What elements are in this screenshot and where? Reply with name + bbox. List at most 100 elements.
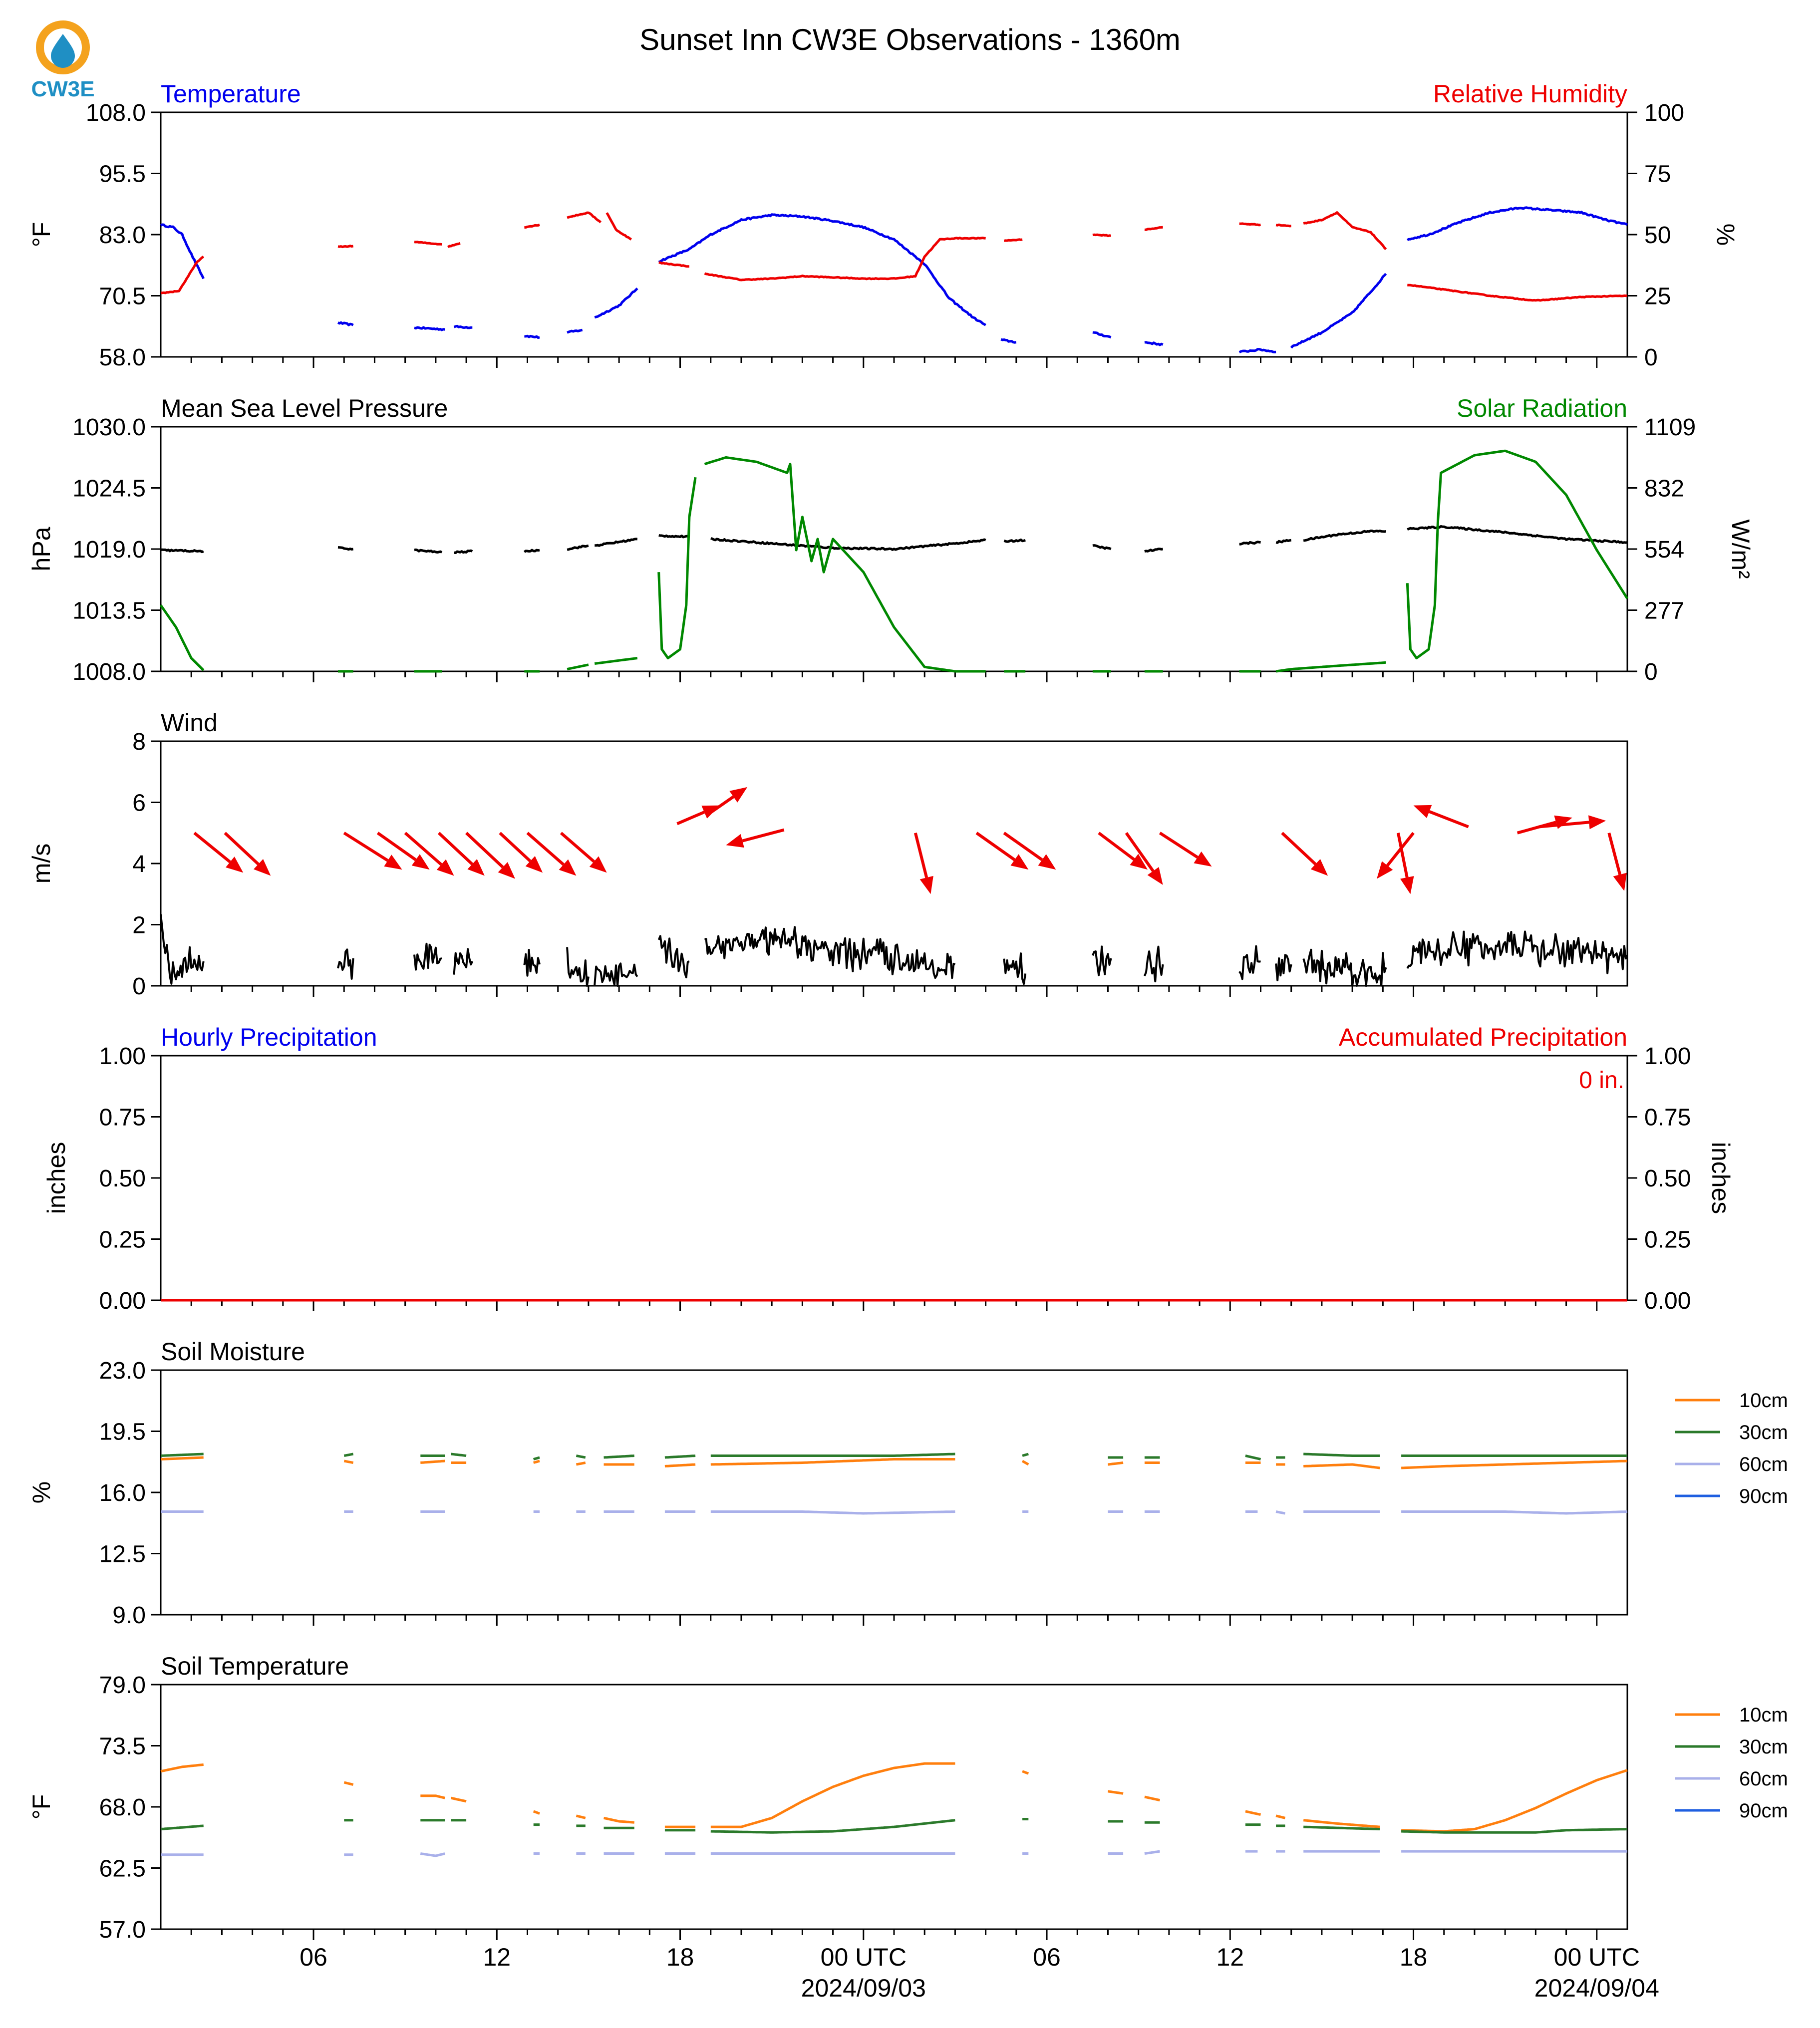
time-axis: 06 12 18 00 UTC 2024/09/03 06 12 18 00 UTC 2024/0… xyxy=(300,1943,1659,2002)
series-line xyxy=(1406,930,1628,974)
panel-4: 0.00 0.25 0.50 0.75 1.00 0.00 0.25 0.50 0.75 1.00… xyxy=(42,1023,1735,1314)
legend-label: 90cm xyxy=(1739,1800,1788,1822)
wind-arrow xyxy=(1377,832,1415,879)
series-line xyxy=(1022,1770,1029,1775)
y-tick-label-right: 0.50 xyxy=(1644,1165,1691,1192)
plot-frame xyxy=(160,1369,1628,1616)
legend-label: 90cm xyxy=(1739,1485,1788,1507)
series-line xyxy=(664,1454,696,1459)
series-line xyxy=(420,1459,445,1464)
y-tick-label-right: 1109 xyxy=(1644,414,1696,441)
series-line xyxy=(1000,338,1017,344)
accumulated-total-label: 0 in. xyxy=(1579,1067,1624,1094)
series-line xyxy=(414,241,442,246)
y-tick-label: 0.75 xyxy=(99,1105,146,1131)
y-tick-label: 19.5 xyxy=(99,1419,146,1446)
series-line xyxy=(524,334,540,339)
series-line xyxy=(1245,1810,1261,1816)
wind-arrow xyxy=(404,832,454,876)
series-line xyxy=(1302,948,1387,987)
panel-title-right: Relative Humidity xyxy=(1433,80,1627,108)
series-line xyxy=(533,1810,540,1815)
series-line xyxy=(1407,206,1628,242)
cw3e-logo: CW3E xyxy=(31,20,95,101)
y-tick-label: 108.0 xyxy=(86,100,146,126)
panel-title-left: Soil Temperature xyxy=(161,1652,349,1680)
series-line xyxy=(594,962,638,987)
panel-title-right: Solar Radiation xyxy=(1457,394,1627,422)
series-line xyxy=(604,1454,634,1459)
y-tick-label: 1013.5 xyxy=(72,598,146,624)
series-line xyxy=(1144,1795,1160,1802)
legend: 10cm 30cm 60cm 90cm xyxy=(1675,1390,1788,1507)
y-tick-label: 23.0 xyxy=(99,1358,146,1384)
series-line xyxy=(704,456,986,673)
series-line xyxy=(451,1796,467,1803)
time-tick-label: 12 xyxy=(483,1943,511,1971)
y-tick-label: 16.0 xyxy=(99,1480,146,1506)
series-line xyxy=(454,549,473,554)
series-line xyxy=(160,1452,204,1457)
series-line xyxy=(658,213,986,326)
series-line xyxy=(420,1852,445,1857)
series-line xyxy=(658,261,689,268)
series-line xyxy=(453,948,474,975)
y-tick-label: 0.00 xyxy=(99,1288,146,1314)
wind-arrow xyxy=(676,805,720,826)
y-tick-label: 6 xyxy=(132,790,146,817)
legend-label: 60cm xyxy=(1739,1768,1788,1790)
y-tick-label: 73.5 xyxy=(99,1734,146,1760)
series-line xyxy=(343,1459,354,1464)
y-tick-label-right: 1.00 xyxy=(1644,1043,1691,1070)
y-axis-label: m/s xyxy=(27,844,55,884)
series-line xyxy=(413,942,442,971)
series-line xyxy=(453,324,473,329)
wind-arrow xyxy=(1003,832,1056,870)
panel-2: 1008.0 1013.5 1019.0 1024.5 1030.0 0 277 554 832… xyxy=(27,394,1755,685)
series-line xyxy=(160,223,205,280)
series-30cm xyxy=(160,1452,1627,1460)
series-1 xyxy=(160,206,1628,353)
series-line xyxy=(1003,238,1023,243)
wind-arrow xyxy=(224,832,271,876)
series-line xyxy=(160,1824,204,1830)
y-tick-label: 8 xyxy=(132,729,146,755)
series-line xyxy=(420,1794,445,1799)
y-tick-label-right: 554 xyxy=(1644,537,1684,563)
series-line xyxy=(1239,541,1261,546)
series-line xyxy=(1401,1828,1628,1834)
wind-arrow xyxy=(1281,832,1328,876)
wind-arrow xyxy=(465,832,516,879)
y-tick-label: 0.50 xyxy=(99,1165,146,1192)
wind-arrow xyxy=(499,832,543,873)
series-line xyxy=(576,1814,586,1819)
y-axis-label: inches xyxy=(42,1142,70,1214)
wind-arrow xyxy=(1538,815,1606,830)
y-tick-label-right: 832 xyxy=(1644,476,1684,502)
y-tick-label-right: 50 xyxy=(1644,222,1671,249)
y-tick-label-right: 75 xyxy=(1644,161,1671,188)
series-line xyxy=(160,914,205,985)
wind-arrow xyxy=(975,832,1029,870)
y-tick-label: 62.5 xyxy=(99,1856,146,1882)
series-line xyxy=(1303,1452,1380,1457)
plot-frame xyxy=(160,1684,1628,1930)
y-axis-label-right: inches xyxy=(1707,1142,1735,1214)
series-line xyxy=(160,256,205,294)
series-line xyxy=(343,1452,354,1457)
y-tick-label: 95.5 xyxy=(99,161,146,188)
series-line xyxy=(1303,1825,1380,1830)
series-line xyxy=(1303,529,1386,542)
series-line xyxy=(159,604,205,671)
time-tick-label: 00 UTC xyxy=(821,1943,907,1971)
series-line xyxy=(1275,539,1292,544)
panel-5: 9.0 12.5 16.0 19.5 23.0 Soil Moisture% 10cm 30c… xyxy=(27,1338,1788,1629)
series-line xyxy=(337,245,354,249)
wind-arrow xyxy=(1098,832,1148,870)
y-tick-label-right: 0.00 xyxy=(1644,1288,1691,1314)
series-line xyxy=(1108,1790,1124,1795)
y-tick-label: 58.0 xyxy=(99,344,146,371)
series-line xyxy=(1144,548,1163,553)
y-axis-label: hPa xyxy=(27,527,55,571)
wind-arrow xyxy=(913,833,933,894)
